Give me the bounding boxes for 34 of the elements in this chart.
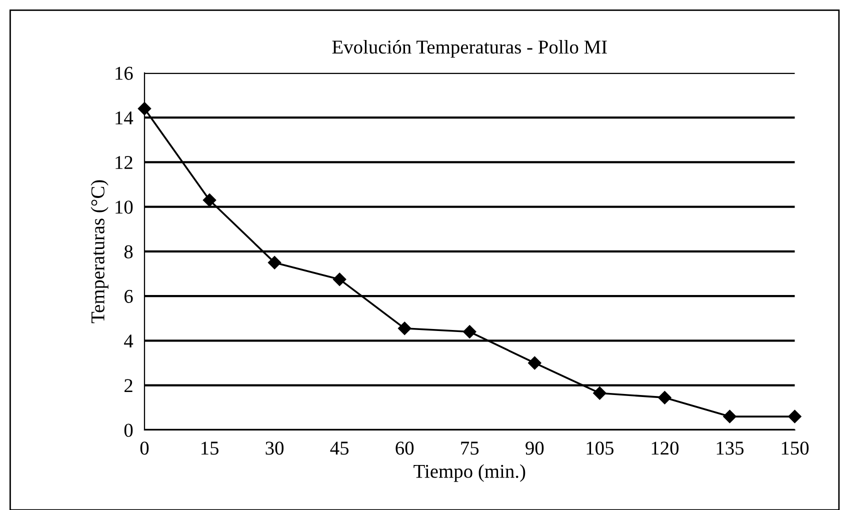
point — [332, 272, 346, 286]
y-tick-label: 10 — [116, 200, 133, 214]
x-tick-label: 60 — [396, 442, 414, 455]
y-tick-label: 14 — [116, 111, 134, 124]
point — [723, 410, 736, 424]
x-tick-label: 150 — [782, 442, 809, 455]
y-tick-label: 4 — [124, 334, 134, 348]
y-tick-label: 0 — [124, 424, 133, 437]
y-axis-title: Temperaturas (°C) — [90, 180, 108, 324]
x-tick-label: 15 — [202, 442, 218, 455]
x-tick-label: 30 — [266, 442, 284, 455]
x-tick-label: 45 — [330, 442, 349, 455]
point — [788, 410, 802, 424]
y-tick-label: 16 — [116, 66, 133, 80]
point — [593, 386, 606, 400]
chart-title: Evolución Temperaturas - Pollo MI — [332, 40, 607, 58]
point — [202, 194, 216, 207]
point — [528, 356, 542, 370]
x-tick-label: 0 — [140, 442, 149, 455]
point — [463, 325, 476, 338]
point — [138, 102, 152, 116]
point — [658, 390, 672, 404]
point — [268, 256, 282, 270]
x-axis-title: Tiempo (min.) — [414, 464, 526, 482]
y-tick-label: 12 — [116, 156, 132, 169]
y-tick-label: 8 — [124, 245, 133, 258]
y-tick-label: 2 — [124, 379, 132, 392]
x-tick-label: 105 — [586, 442, 614, 455]
x-tick-label: 90 — [526, 442, 544, 455]
x-tick-label: 75 — [461, 442, 479, 455]
x-tick-label: 120 — [652, 442, 679, 455]
x-tick-label: 135 — [716, 442, 744, 455]
y-tick-label: 6 — [124, 290, 133, 303]
point — [398, 322, 412, 335]
